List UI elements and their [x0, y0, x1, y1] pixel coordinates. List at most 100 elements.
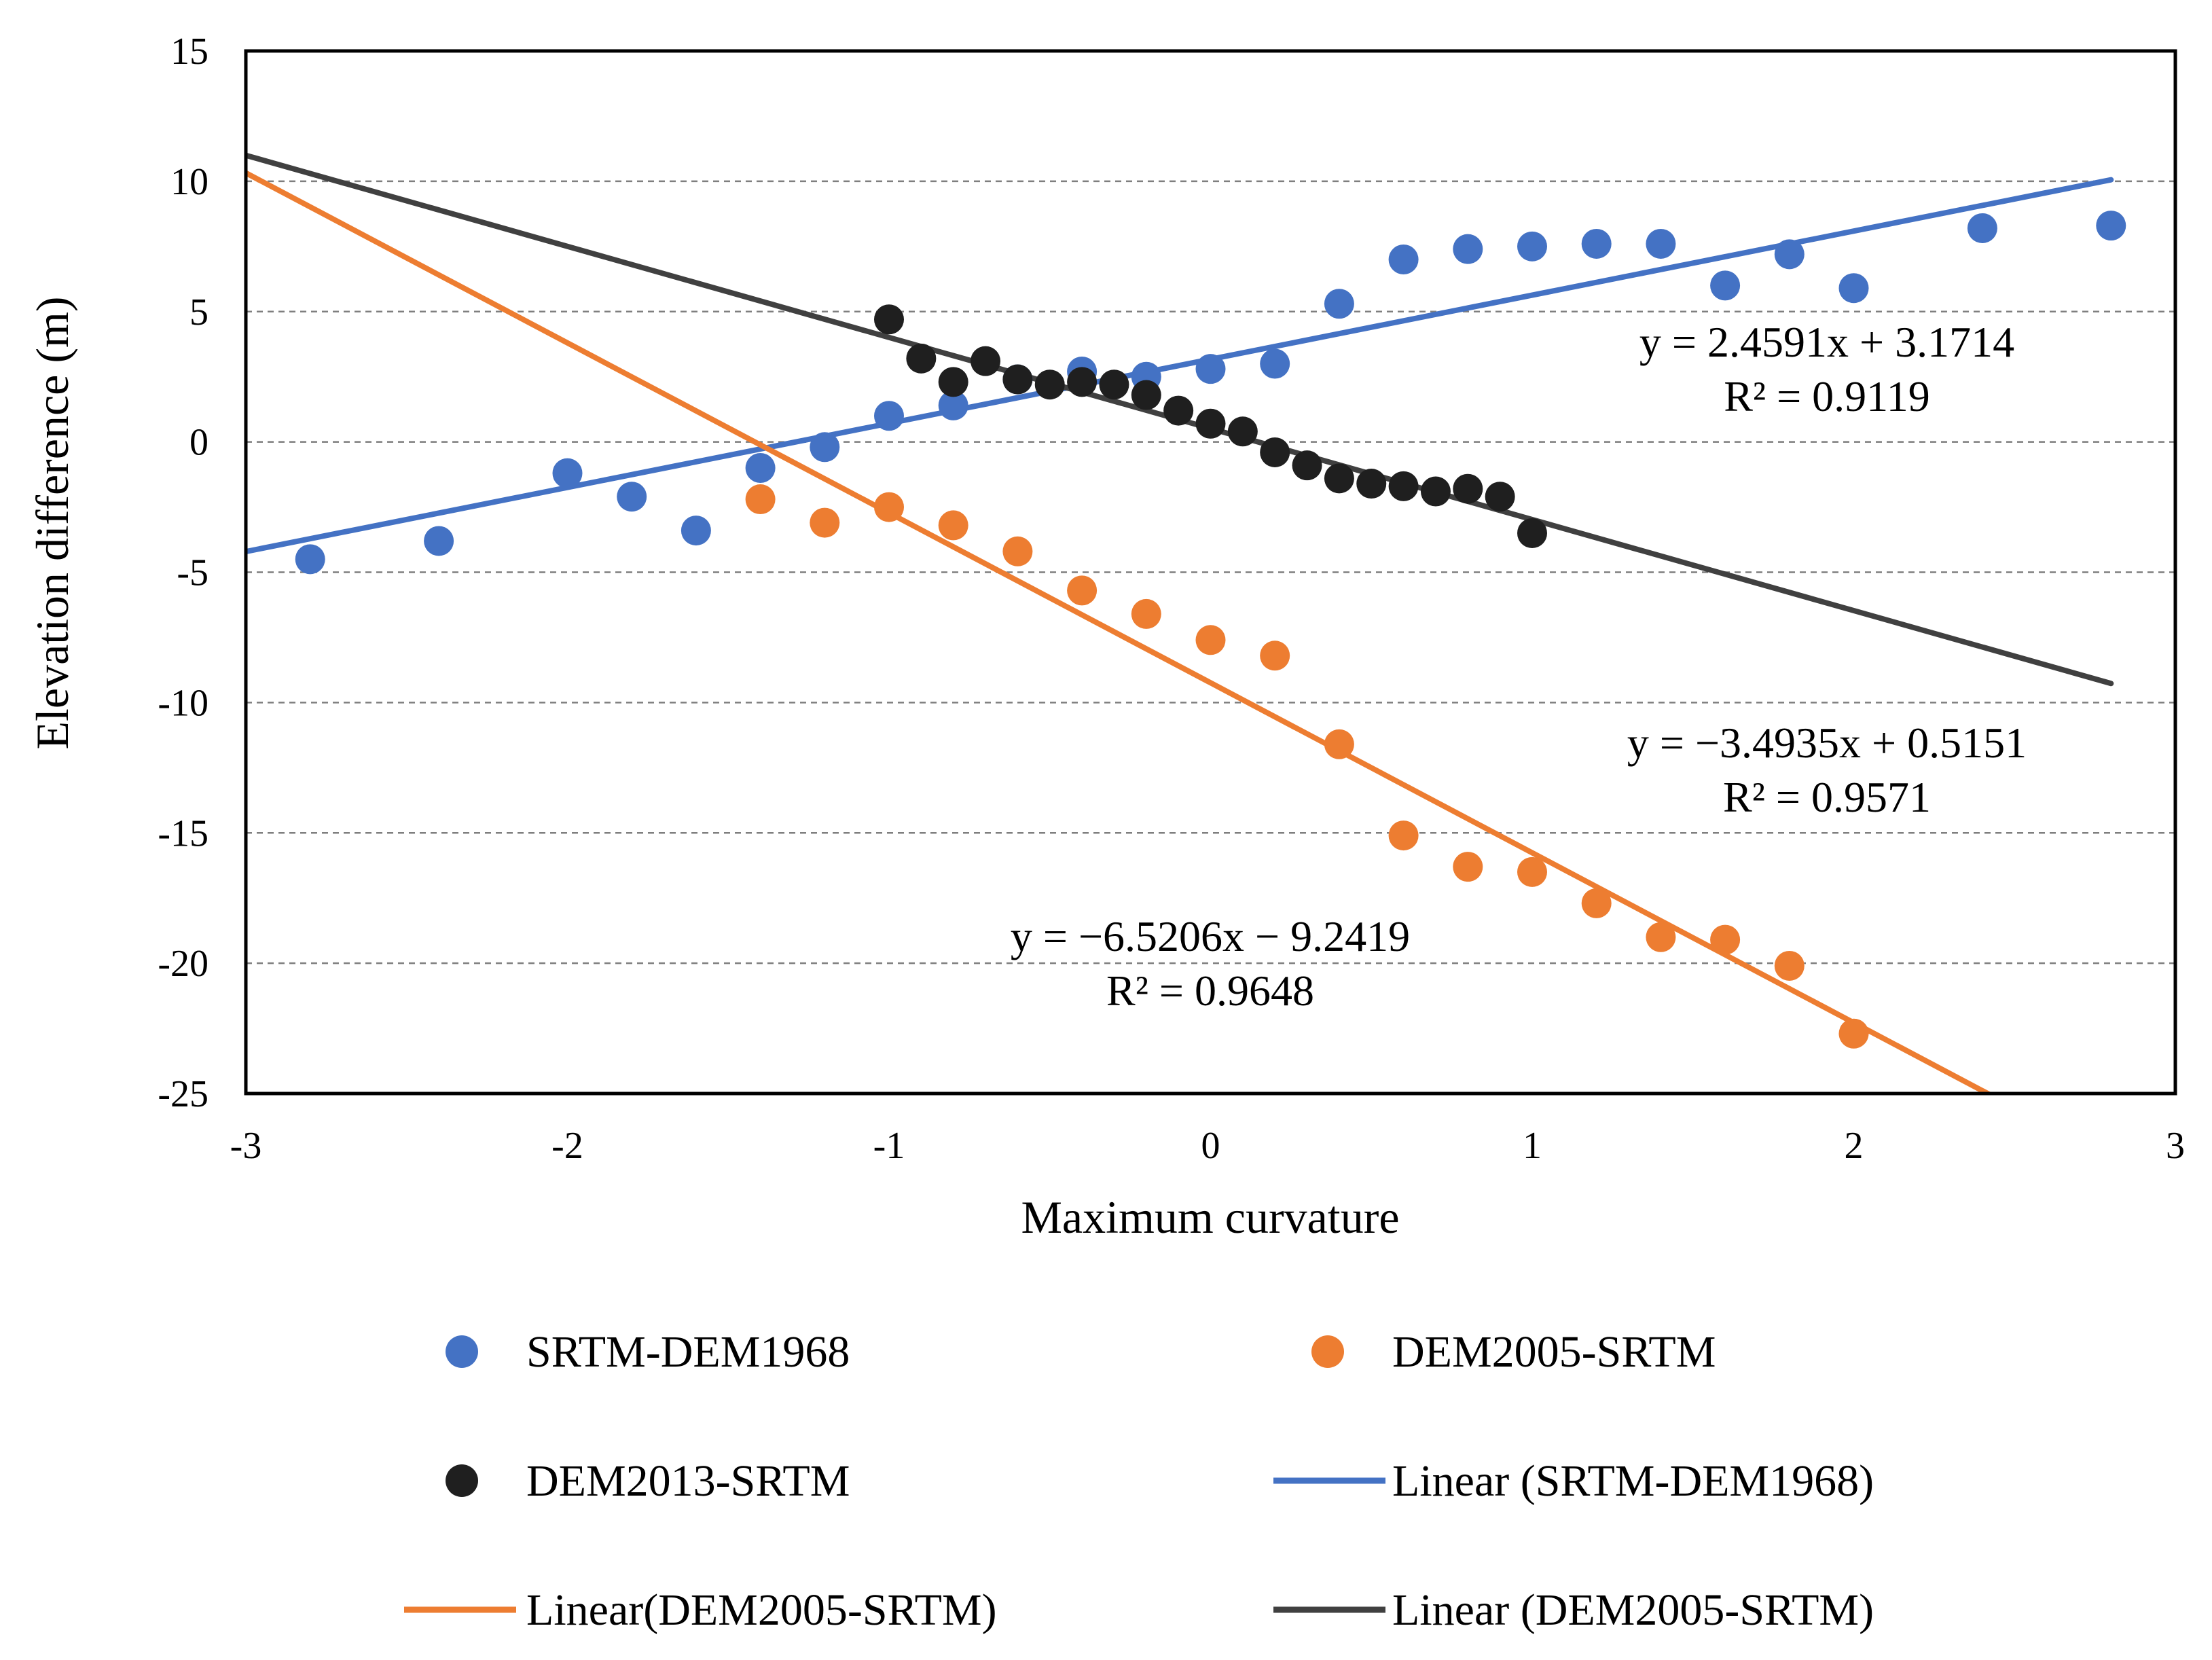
point-srtm-dem1968 [295, 544, 325, 575]
y-tick-label: -20 [158, 943, 208, 985]
point-dem2005-srtm [1067, 575, 1098, 606]
point-dem2005-srtm [745, 484, 776, 515]
plot-area-border [244, 49, 2177, 1096]
point-dem2005-srtm [1646, 922, 1676, 952]
legend: SRTM-DEM1968 DEM2005-SRTM DEM2013-SRTM L… [404, 1327, 1874, 1635]
y-tick-label: 5 [189, 291, 208, 333]
point-srtm-dem1968 [745, 453, 776, 483]
x-axis-title: Maximum curvature [1021, 1191, 1399, 1243]
point-srtm-dem1968 [1260, 348, 1290, 379]
point-dem2005-srtm [1453, 852, 1483, 882]
r2-dem2005-srtm: R² = 0.9648 [1106, 967, 1314, 1015]
legend-marker-srtm-dem1968 [446, 1335, 478, 1368]
point-dem2005-srtm [1195, 625, 1226, 655]
legend-label-linear-dem2013-srtm: Linear (DEM2005-SRTM) [1392, 1585, 1874, 1635]
equation-dem2005-srtm: y = −6.5206x − 9.2419 [1011, 912, 1410, 960]
x-tick-label: 0 [1201, 1125, 1220, 1167]
point-dem2013-srtm [1453, 473, 1483, 504]
x-tick-label: 1 [1523, 1125, 1542, 1167]
point-dem2005-srtm [1002, 536, 1033, 566]
point-dem2013-srtm [1067, 367, 1098, 397]
point-srtm-dem1968 [424, 526, 454, 556]
y-tick-labels: -25 -20 -15 -10 -5 0 5 10 15 [158, 31, 208, 1115]
point-dem2013-srtm [874, 304, 904, 335]
point-dem2013-srtm [1227, 416, 1258, 447]
point-dem2013-srtm [906, 343, 937, 374]
legend-label-linear-srtm-dem1968: Linear (SRTM-DEM1968) [1392, 1456, 1874, 1506]
point-srtm-dem1968 [1710, 270, 1741, 301]
legend-label-srtm-dem1968: SRTM-DEM1968 [526, 1327, 850, 1377]
point-srtm-dem1968 [552, 458, 583, 488]
point-dem2013-srtm [1034, 369, 1065, 400]
point-srtm-dem1968 [1388, 245, 1419, 274]
point-dem2013-srtm [1163, 395, 1194, 426]
point-dem2005-srtm [1581, 888, 1612, 918]
point-srtm-dem1968 [1967, 213, 1997, 243]
point-dem2005-srtm [1838, 1018, 1869, 1049]
point-dem2013-srtm [1324, 463, 1354, 494]
series-dem2005-srtm [745, 484, 1869, 1049]
point-dem2013-srtm [1002, 364, 1033, 395]
r2-srtm-dem1968: R² = 0.9119 [1724, 372, 1930, 420]
data-points [295, 211, 2126, 1049]
point-srtm-dem1968 [938, 390, 968, 420]
point-dem2005-srtm [1710, 924, 1741, 955]
point-dem2013-srtm [1099, 369, 1129, 400]
trendline-linear-srtm-dem1968 [246, 177, 2114, 555]
y-tick-label: -5 [177, 552, 208, 594]
point-dem2005-srtm [1774, 950, 1805, 981]
point-srtm-dem1968 [681, 516, 711, 546]
x-tick-label: 3 [2166, 1125, 2185, 1167]
point-srtm-dem1968 [810, 432, 840, 463]
point-dem2013-srtm [1517, 518, 1547, 548]
point-dem2005-srtm [1517, 856, 1547, 887]
legend-label-dem2013-srtm: DEM2013-SRTM [526, 1456, 850, 1506]
equation-srtm-dem1968: y = 2.4591x + 3.1714 [1639, 318, 2014, 366]
y-tick-label: -10 [158, 682, 208, 724]
point-dem2013-srtm [1292, 450, 1322, 481]
point-srtm-dem1968 [617, 482, 647, 512]
point-srtm-dem1968 [1646, 228, 1676, 259]
point-srtm-dem1968 [1838, 273, 1869, 304]
point-dem2013-srtm [1131, 380, 1161, 410]
y-tick-label: 15 [170, 31, 208, 73]
x-tick-label: -3 [230, 1125, 262, 1167]
point-srtm-dem1968 [1324, 289, 1354, 319]
point-dem2005-srtm [810, 507, 840, 538]
legend-label-dem2005-srtm: DEM2005-SRTM [1392, 1327, 1716, 1377]
point-dem2013-srtm [1195, 408, 1226, 439]
point-srtm-dem1968 [1453, 234, 1483, 264]
y-tick-label: -25 [158, 1073, 208, 1115]
equation-dem2013-srtm: y = −3.4935x + 0.5151 [1627, 719, 2027, 767]
point-srtm-dem1968 [1774, 239, 1805, 270]
point-dem2005-srtm [1131, 598, 1161, 629]
x-tick-label: -2 [551, 1125, 583, 1167]
x-tick-labels: -3 -2 -1 0 1 2 3 [230, 1125, 2185, 1167]
legend-marker-dem2013-srtm [446, 1464, 478, 1497]
gridlines [246, 180, 2175, 964]
r2-dem2013-srtm: R² = 0.9571 [1723, 773, 1931, 821]
point-dem2013-srtm [1420, 476, 1451, 507]
point-dem2013-srtm [1485, 482, 1515, 512]
point-dem2013-srtm [1356, 469, 1387, 499]
point-dem2013-srtm [938, 367, 968, 397]
legend-label-linear-dem2005-srtm: Linear(DEM2005-SRTM) [526, 1585, 997, 1635]
point-srtm-dem1968 [874, 401, 904, 431]
point-dem2013-srtm [971, 346, 1001, 376]
point-dem2005-srtm [1324, 729, 1354, 759]
point-srtm-dem1968 [1581, 228, 1612, 259]
legend-marker-dem2005-srtm [1311, 1335, 1344, 1368]
x-tick-label: 2 [1845, 1125, 1864, 1167]
point-dem2013-srtm [1260, 437, 1290, 467]
y-tick-label: 10 [170, 161, 208, 203]
point-srtm-dem1968 [1517, 231, 1547, 261]
point-dem2013-srtm [1388, 471, 1419, 501]
point-srtm-dem1968 [1195, 354, 1226, 384]
point-dem2005-srtm [1388, 820, 1419, 851]
point-dem2005-srtm [874, 492, 904, 522]
y-axis-title: Elevation difference (m) [26, 296, 78, 749]
point-dem2005-srtm [1260, 640, 1290, 671]
y-tick-label: 0 [189, 422, 208, 464]
x-tick-label: -1 [873, 1125, 905, 1167]
